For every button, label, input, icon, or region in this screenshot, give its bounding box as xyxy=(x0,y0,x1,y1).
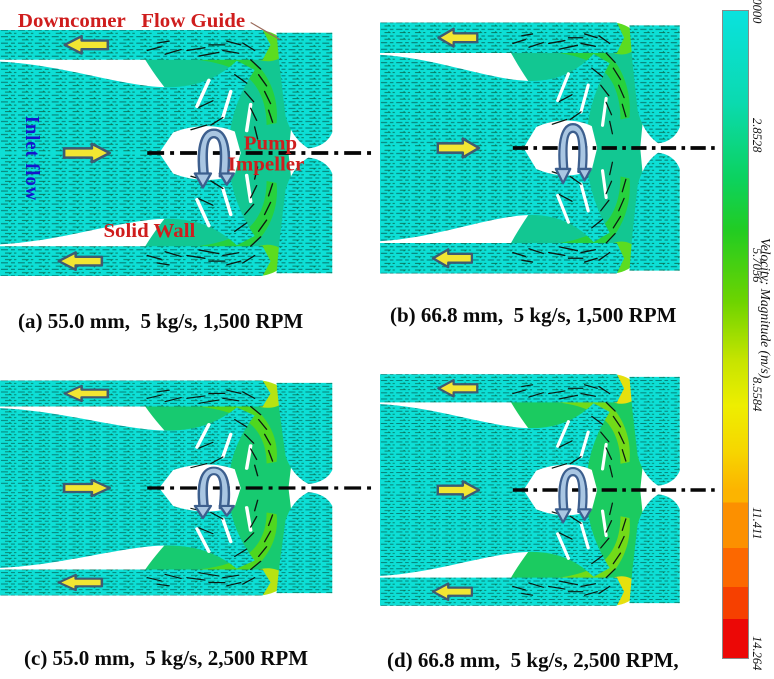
vector-field-overlay xyxy=(629,494,680,604)
dense-vector-arrows xyxy=(146,40,274,140)
duct-half-geometry xyxy=(0,380,333,488)
duct-half-geometry xyxy=(0,153,333,277)
flow-arrow-downcomer-left xyxy=(63,34,110,55)
panel-d: Downcomer Flow Guide Inlet flow Pump Imp… xyxy=(380,348,721,632)
guide-vane-slits xyxy=(556,169,608,224)
guide-vane-slits xyxy=(195,506,253,553)
colorbar-tick: 11.411 xyxy=(750,507,764,540)
pump-impeller-label-line2: Impeller xyxy=(228,154,305,175)
flow-arrow-inlet-right xyxy=(436,480,481,500)
impeller-rotation-icon xyxy=(193,466,236,520)
guide-vane-slits xyxy=(195,173,253,228)
panel-b: Downcomer Flow Guide Inlet flow Pump Imp… xyxy=(380,0,721,302)
impeller-rotation-icon xyxy=(193,128,236,189)
vector-field-overlay xyxy=(0,569,271,596)
colorbar-tick: 14.264 xyxy=(750,636,764,671)
colorbar-title: Velocity: Magnitude (m/s) xyxy=(758,238,773,379)
vector-field-overlay xyxy=(276,32,333,149)
vector-field-overlay xyxy=(276,157,333,274)
dense-vector-arrows xyxy=(146,166,274,266)
duct-half-geometry xyxy=(0,488,333,596)
guide-vane-slits xyxy=(195,78,253,133)
colorbar-tick: 5.7056 xyxy=(750,248,764,283)
duct-half-geometry xyxy=(380,22,680,149)
dense-vector-arrows xyxy=(512,384,627,478)
vector-field-overlay xyxy=(276,382,333,484)
panel-a: Downcomer Flow Guide Inlet flow Pump Imp… xyxy=(0,2,378,304)
panel-overlay: Downcomer Flow Guide Inlet flow Pump Imp… xyxy=(431,27,720,269)
flow-arrow-inlet-right xyxy=(62,478,112,498)
guide-vane-slits xyxy=(556,420,608,471)
guide-vane-slits xyxy=(556,72,608,127)
flow-guide-label: Flow Guide xyxy=(141,11,245,32)
duct-half-geometry xyxy=(380,374,680,490)
vector-field-overlay xyxy=(629,152,680,271)
dense-vector-arrows xyxy=(146,389,274,477)
panel-annotations: Downcomer Flow Guide Inlet flow Pump Imp… xyxy=(18,11,304,242)
vector-field-overlay xyxy=(380,577,625,606)
pump-impeller-label-line1: Pump xyxy=(244,133,297,154)
flow-arrow-downcomer-left xyxy=(63,384,110,403)
panel-overlay: Downcomer Flow Guide Inlet flow Pump Imp… xyxy=(57,384,377,592)
panel-c: Downcomer Flow Guide Inlet flow Pump Imp… xyxy=(0,356,378,620)
duct-half-geometry xyxy=(0,29,333,153)
solid-wall-label: Solid Wall xyxy=(103,220,195,241)
panel-d-caption: (d) 66.8 mm, 5 kg/s, 2,500 RPM, xyxy=(387,648,679,672)
flow-arrow-bottom-left xyxy=(431,582,474,601)
vector-field-overlay xyxy=(380,22,625,53)
flow-arrow-inlet-right xyxy=(62,142,112,164)
vector-field-overlay xyxy=(629,376,680,486)
panel-c-caption: (c) 55.0 mm, 5 kg/s, 2,500 RPM xyxy=(24,646,309,670)
panel-overlay: Downcomer Flow Guide Inlet flow Pump Imp… xyxy=(18,11,377,272)
duct-half-geometry xyxy=(380,148,680,274)
guide-vane-slits xyxy=(556,509,608,560)
flow-arrow-downcomer-left xyxy=(437,27,479,48)
flow-arrow-bottom-left xyxy=(431,248,474,269)
vector-field-overlay xyxy=(0,246,271,277)
vector-field-overlay xyxy=(0,380,271,407)
downcomer-label: Downcomer xyxy=(18,11,126,32)
dense-vector-arrows xyxy=(512,502,627,596)
impeller-rotation-icon xyxy=(554,123,593,185)
colorbar-tick: 2.8528 xyxy=(750,118,764,153)
inlet-flow-label: Inlet flow xyxy=(21,116,43,201)
dense-vector-arrows xyxy=(146,499,274,587)
guide-vane-slits xyxy=(195,423,253,470)
dense-vector-arrows xyxy=(512,161,627,263)
flow-guide-leader-line xyxy=(250,22,280,40)
vector-field-overlay xyxy=(0,29,271,60)
colorbar-tick: 8.5584 xyxy=(750,377,764,412)
panel-b-caption: (b) 66.8 mm, 5 kg/s, 1,500 RPM xyxy=(390,303,677,327)
colorbar-tick: 0.0000 xyxy=(750,0,764,24)
vector-field-overlay xyxy=(629,25,680,144)
duct-half-geometry xyxy=(380,490,680,606)
panel-overlay: Downcomer Flow Guide Inlet flow Pump Imp… xyxy=(431,379,720,601)
flow-arrow-bottom-left xyxy=(57,251,104,272)
dense-vector-arrows xyxy=(512,33,627,135)
flow-arrow-inlet-right xyxy=(436,137,481,159)
vector-field-overlay xyxy=(276,492,333,594)
panel-a-caption: (a) 55.0 mm, 5 kg/s, 1,500 RPM xyxy=(18,309,304,333)
vector-field-overlay xyxy=(380,243,625,274)
vector-field-overlay xyxy=(380,374,625,403)
colorbar-gradient xyxy=(722,10,749,659)
flow-arrow-downcomer-left xyxy=(437,379,479,398)
flow-arrow-bottom-left xyxy=(57,573,104,592)
impeller-rotation-icon xyxy=(554,466,593,524)
